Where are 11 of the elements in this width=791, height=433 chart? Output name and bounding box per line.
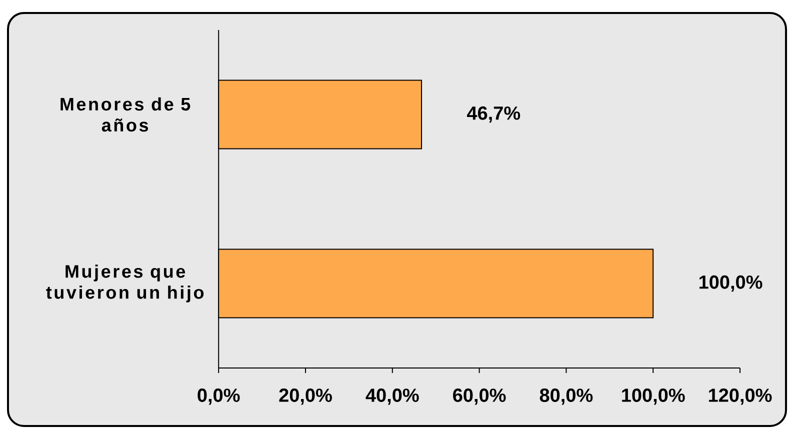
y-tick-label: Mujeres que tuvieron un hijo <box>46 264 204 302</box>
x-tick-label: 20,0% <box>279 388 332 405</box>
x-tick-label: 0,0% <box>198 388 240 405</box>
data-label: 100,0% <box>700 275 762 292</box>
x-tick-label: 120,0% <box>708 388 772 405</box>
x-tick-label: 80,0% <box>540 388 593 405</box>
x-tick-label: 60,0% <box>453 388 506 405</box>
data-label: 46,7% <box>467 106 520 123</box>
x-tick-label: 40,0% <box>366 388 419 405</box>
x-tick-label: 100,0% <box>622 388 685 405</box>
y-tick-label: Menores de 5 años <box>60 97 190 132</box>
